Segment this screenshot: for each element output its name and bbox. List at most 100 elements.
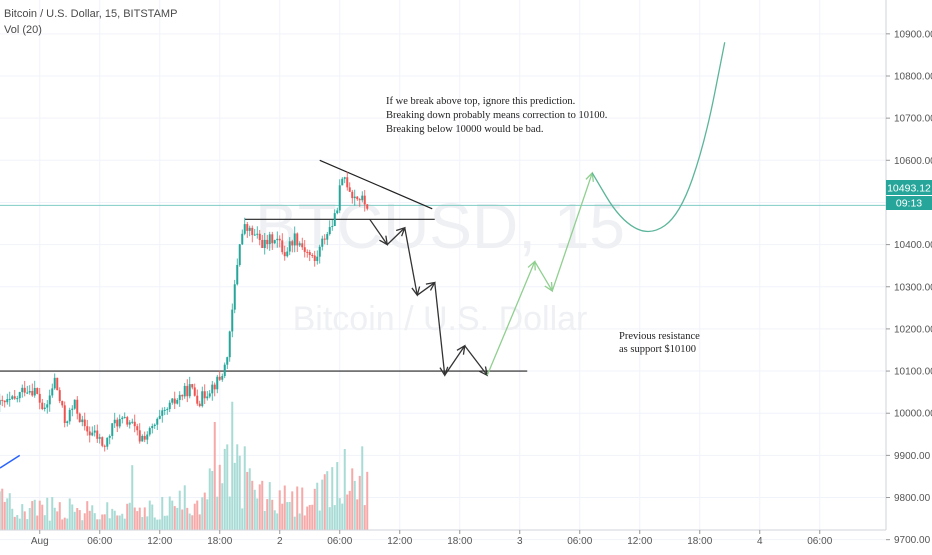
- candle-body: [13, 396, 16, 399]
- volume-bar: [113, 510, 116, 530]
- volume-bar: [246, 471, 249, 530]
- volume-bar: [301, 487, 304, 530]
- candle-body: [123, 417, 126, 419]
- volume-bar: [73, 511, 76, 530]
- candle-body: [86, 426, 89, 432]
- watermark-ticker: BTCUSD, 15: [255, 190, 625, 262]
- volume-bar: [143, 507, 146, 530]
- support-note-line-1: Previous resistance: [619, 331, 700, 342]
- candle-body: [253, 234, 256, 236]
- volume-bar: [331, 467, 334, 530]
- volume-bar: [228, 496, 231, 530]
- candle-body: [288, 241, 291, 252]
- volume-bar: [348, 490, 351, 530]
- candle-body: [116, 419, 119, 427]
- candle-body: [258, 233, 261, 240]
- volume-bar: [326, 471, 329, 530]
- volume-indicator-title[interactable]: Vol (20): [4, 24, 42, 36]
- volume-bar: [46, 497, 49, 530]
- volume-bar: [306, 506, 309, 530]
- volume-bar: [198, 514, 201, 530]
- candle-body: [178, 394, 181, 400]
- triangle-top-line: [319, 159, 433, 210]
- countdown-label: 09:13: [896, 198, 922, 210]
- candle-body: [138, 430, 141, 442]
- candle-body: [48, 395, 51, 405]
- candlesticks: [0, 171, 369, 452]
- candle-body: [328, 227, 331, 235]
- volume-bar: [353, 480, 356, 530]
- candle-body: [333, 213, 336, 227]
- volume-bar: [66, 518, 69, 530]
- volume-bar: [211, 470, 214, 530]
- bearish-projection-segment: [434, 282, 446, 376]
- volume-bar: [108, 518, 111, 530]
- candle-body: [16, 398, 19, 400]
- volume-bar: [226, 444, 229, 530]
- volume-bar: [183, 485, 186, 530]
- candle-body: [33, 387, 36, 396]
- volume-bar: [58, 502, 61, 530]
- volume-bar: [48, 520, 51, 530]
- volume-bar: [111, 508, 114, 530]
- volume-bar: [341, 503, 344, 530]
- volume-bar: [273, 510, 276, 530]
- volume-bar: [98, 519, 101, 530]
- candle-body: [306, 251, 309, 253]
- candle-body: [291, 241, 294, 246]
- candle-body: [156, 418, 159, 425]
- volume-bar: [21, 504, 24, 530]
- candle-body: [88, 431, 91, 436]
- volume-bar: [103, 514, 106, 530]
- candle-body: [208, 393, 211, 397]
- price-tick-label: 10000.00: [894, 409, 932, 420]
- candle-body: [226, 357, 229, 365]
- candle-body: [233, 284, 236, 310]
- volume-bar: [161, 496, 164, 530]
- candle-body: [191, 384, 194, 388]
- volume-bar: [53, 507, 56, 530]
- volume-bar: [206, 499, 209, 530]
- candle-body: [166, 409, 169, 411]
- volume-bar: [131, 465, 134, 530]
- volume-bar: [148, 500, 151, 530]
- volume-bar: [236, 444, 239, 530]
- volume-bar: [363, 505, 366, 530]
- candle-body: [121, 417, 124, 420]
- chart-legend: Bitcoin / U.S. Dollar, 15, BITSTAMP Vol …: [4, 6, 177, 38]
- price-tick-label: 9800.00: [894, 493, 931, 504]
- candle-body: [108, 435, 111, 438]
- candle-body: [183, 385, 186, 397]
- candle-body: [256, 233, 259, 235]
- candle-body: [143, 435, 146, 440]
- countdown-box: [886, 196, 932, 210]
- volume-bar: [241, 508, 244, 530]
- volume-bar: [303, 515, 306, 530]
- bearish-projection-segment: [416, 282, 436, 296]
- volume-bar: [123, 518, 126, 530]
- volume-bar: [281, 503, 284, 530]
- candle-body: [278, 238, 281, 241]
- candle-body: [221, 376, 224, 380]
- candle-body: [66, 421, 69, 423]
- volume-bar: [253, 489, 256, 530]
- volume-bar: [188, 513, 191, 530]
- candle-body: [56, 377, 59, 391]
- candle-body: [28, 390, 31, 393]
- volume-bar: [213, 422, 216, 530]
- price-tick-label: 9700.00: [894, 535, 931, 546]
- time-tick-label: 4: [757, 536, 763, 547]
- volume-bar: [106, 502, 109, 530]
- candle-body: [126, 417, 129, 425]
- volume-bar: [3, 501, 6, 530]
- candle-body: [348, 187, 351, 192]
- volume-bar: [26, 519, 29, 530]
- candle-body: [363, 195, 366, 205]
- volume-bar: [121, 513, 124, 530]
- candle-body: [316, 256, 319, 262]
- candle-body: [266, 239, 269, 245]
- candle-body: [118, 419, 121, 427]
- symbol-title[interactable]: Bitcoin / U.S. Dollar, 15, BITSTAMP: [4, 8, 178, 20]
